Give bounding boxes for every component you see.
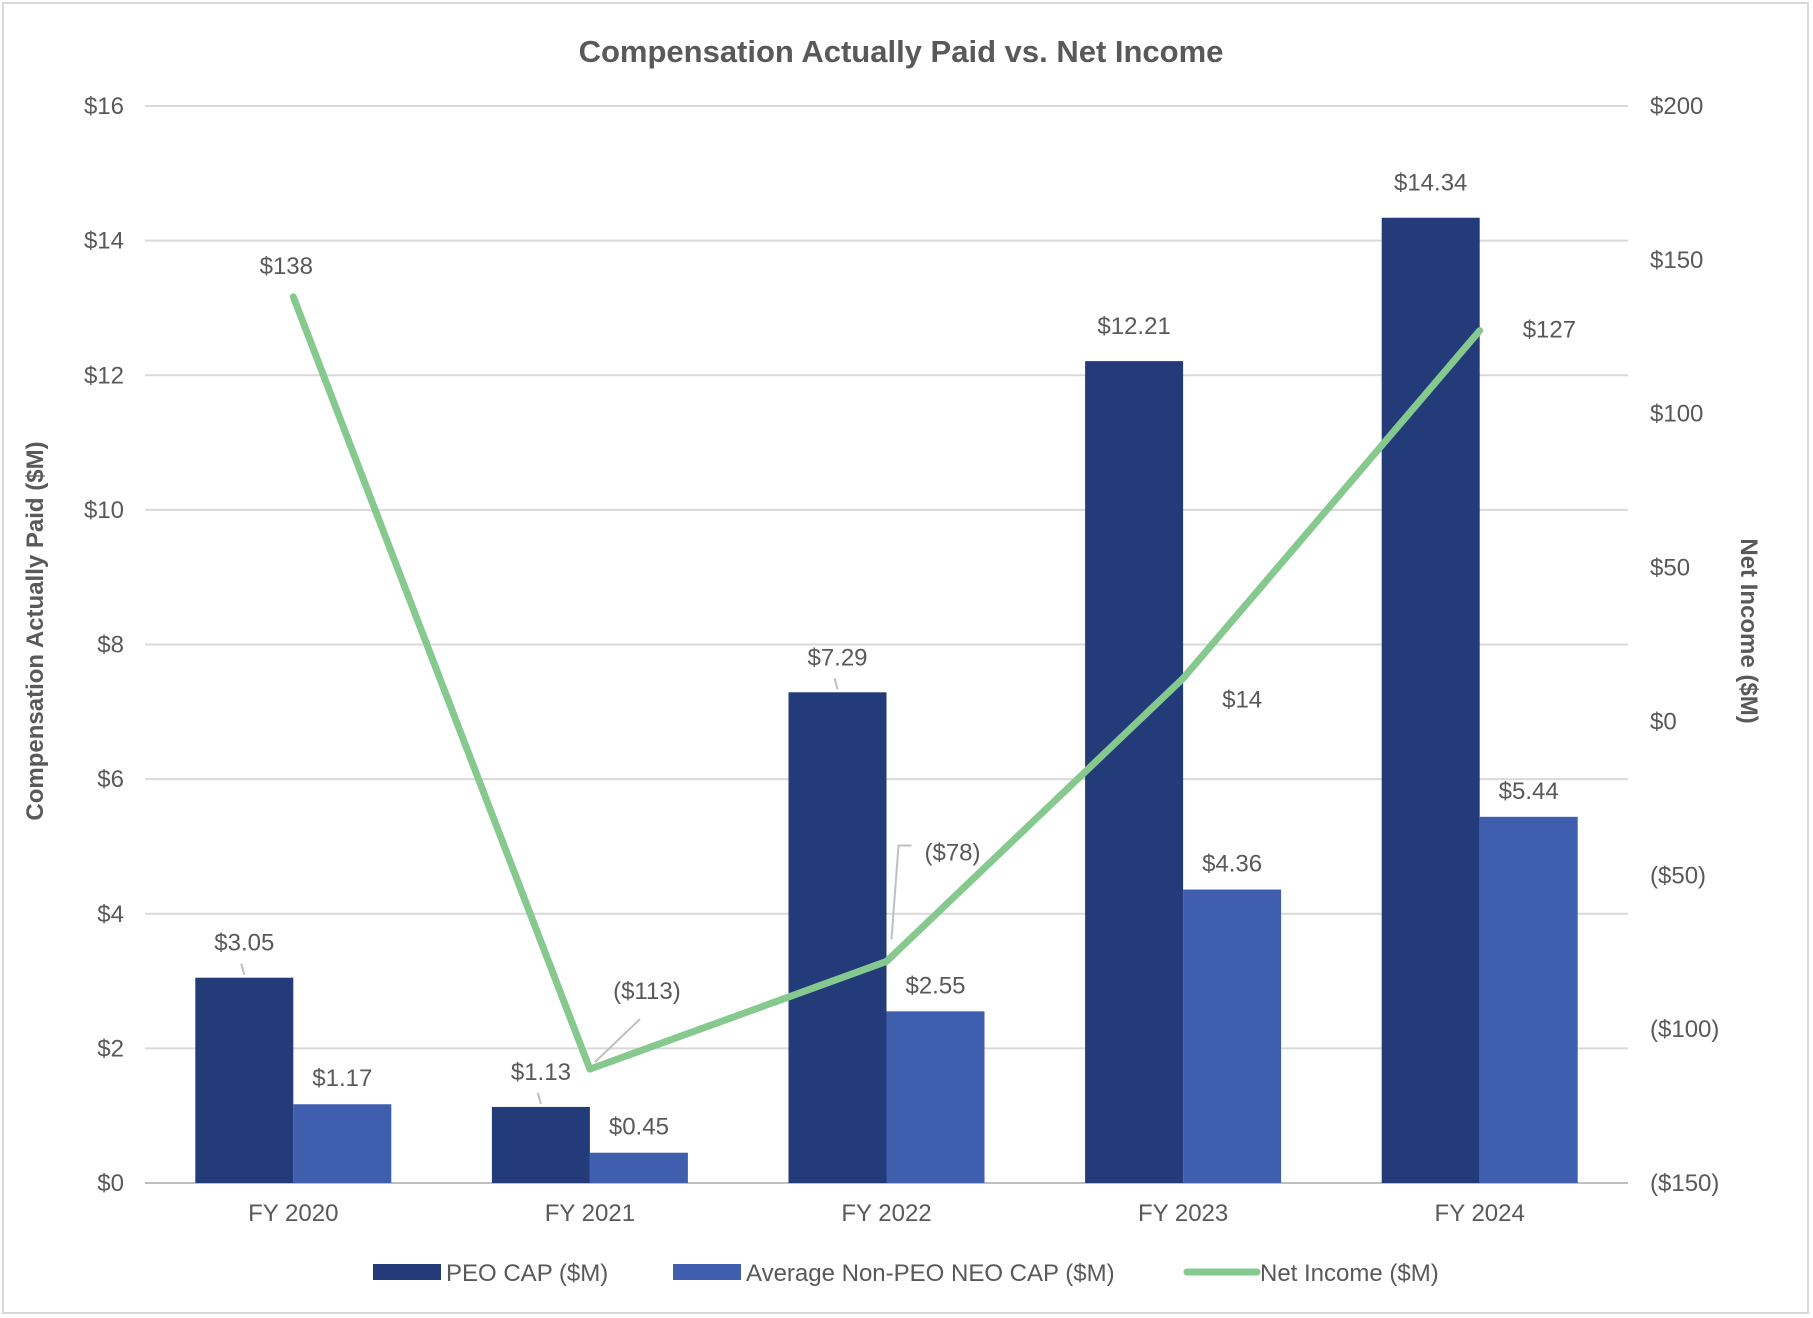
peo-cap-bar bbox=[788, 692, 887, 1183]
data-labels: $3.05 $1.17 $1.13 $0.45 $7.29 $2.55 $12.21 $4.3… bbox=[214, 170, 1576, 1141]
neo-cap-bar bbox=[293, 1104, 392, 1183]
left-tick-label: $0 bbox=[97, 1170, 124, 1197]
x-axis-labels: FY 2020 FY 2021 FY 2022 FY 2023 FY 2024 bbox=[248, 1200, 1525, 1227]
legend-label: Average Non-PEO NEO CAP ($M) bbox=[746, 1260, 1115, 1287]
net-income-line-layer bbox=[289, 293, 1484, 1073]
peo-cap-label: $14.34 bbox=[1394, 170, 1467, 197]
chart-title: Compensation Actually Paid vs. Net Incom… bbox=[579, 34, 1224, 69]
left-tick-label: $16 bbox=[84, 93, 124, 120]
left-tick-label: $2 bbox=[97, 1035, 124, 1062]
net-income-label: $138 bbox=[260, 253, 313, 280]
label-leader-line bbox=[833, 678, 839, 690]
x-axis-label: FY 2022 bbox=[841, 1200, 931, 1227]
left-tick-label: $10 bbox=[84, 497, 124, 524]
legend-swatch bbox=[373, 1264, 441, 1280]
net-income-label: $127 bbox=[1523, 317, 1576, 344]
legend-label: Net Income ($M) bbox=[1260, 1260, 1439, 1287]
peo-cap-label: $7.29 bbox=[807, 644, 867, 671]
peo-cap-bar bbox=[491, 1106, 590, 1183]
label-leader-line bbox=[240, 963, 246, 975]
peo-cap-label: $3.05 bbox=[214, 930, 274, 957]
neo-cap-label: $5.44 bbox=[1499, 778, 1559, 805]
left-tick-label: $14 bbox=[84, 228, 124, 255]
peo-cap-bar bbox=[195, 977, 294, 1183]
bars bbox=[195, 217, 1578, 1183]
legend-label: PEO CAP ($M) bbox=[446, 1260, 608, 1287]
left-tick-label: $4 bbox=[97, 901, 124, 928]
neo-cap-label: $0.45 bbox=[609, 1114, 669, 1141]
x-axis-label: FY 2023 bbox=[1138, 1200, 1228, 1227]
label-leader-lines bbox=[240, 678, 912, 1105]
label-leader-line bbox=[536, 1092, 542, 1105]
gridlines bbox=[145, 105, 1628, 1184]
net-income-label: $14 bbox=[1222, 686, 1262, 713]
peo-cap-bar bbox=[1381, 217, 1480, 1183]
legend: PEO CAP ($M) Average Non-PEO NEO CAP ($M)… bbox=[373, 1260, 1439, 1287]
neo-cap-bar bbox=[1183, 889, 1282, 1183]
peo-cap-label: $1.13 bbox=[511, 1059, 571, 1086]
net-income-label: ($78) bbox=[924, 839, 980, 866]
left-axis-title: Compensation Actually Paid ($M) bbox=[22, 441, 49, 820]
legend-swatch bbox=[673, 1264, 741, 1280]
net-income-label: ($113) bbox=[613, 978, 681, 1005]
left-tick-label: $6 bbox=[97, 766, 124, 793]
right-tick-label: $0 bbox=[1650, 708, 1677, 735]
right-axis-ticks: ($150) ($100) ($50) $0 $50 $100 $150 $200 bbox=[1650, 93, 1719, 1197]
peo-cap-label: $12.21 bbox=[1097, 313, 1170, 340]
x-axis-label: FY 2024 bbox=[1435, 1200, 1525, 1227]
right-tick-label: ($100) bbox=[1650, 1016, 1719, 1043]
right-tick-label: $50 bbox=[1650, 555, 1690, 582]
left-tick-label: $12 bbox=[84, 362, 124, 389]
neo-cap-label: $1.17 bbox=[312, 1065, 372, 1092]
right-tick-label: ($150) bbox=[1650, 1170, 1719, 1197]
peo-cap-bar bbox=[1085, 361, 1184, 1183]
x-axis-label: FY 2021 bbox=[545, 1200, 635, 1227]
neo-cap-label: $4.36 bbox=[1202, 851, 1262, 878]
right-tick-label: $150 bbox=[1650, 247, 1703, 274]
x-axis-label: FY 2020 bbox=[248, 1200, 338, 1227]
right-axis-title: Net Income ($M) bbox=[1735, 538, 1762, 723]
net-income-leader-line bbox=[890, 844, 912, 940]
neo-cap-bar bbox=[886, 1011, 985, 1183]
right-tick-label: ($50) bbox=[1650, 862, 1706, 889]
left-axis-ticks: $0 $2 $4 $6 $8 $10 $12 $14 $16 bbox=[84, 93, 124, 1197]
net-income-leader-line bbox=[594, 1018, 641, 1063]
neo-cap-label: $2.55 bbox=[905, 972, 965, 999]
right-tick-label: $100 bbox=[1650, 401, 1703, 428]
neo-cap-bar bbox=[1479, 816, 1578, 1183]
right-tick-label: $200 bbox=[1650, 93, 1703, 120]
neo-cap-bar bbox=[589, 1152, 688, 1183]
left-tick-label: $8 bbox=[97, 632, 124, 659]
